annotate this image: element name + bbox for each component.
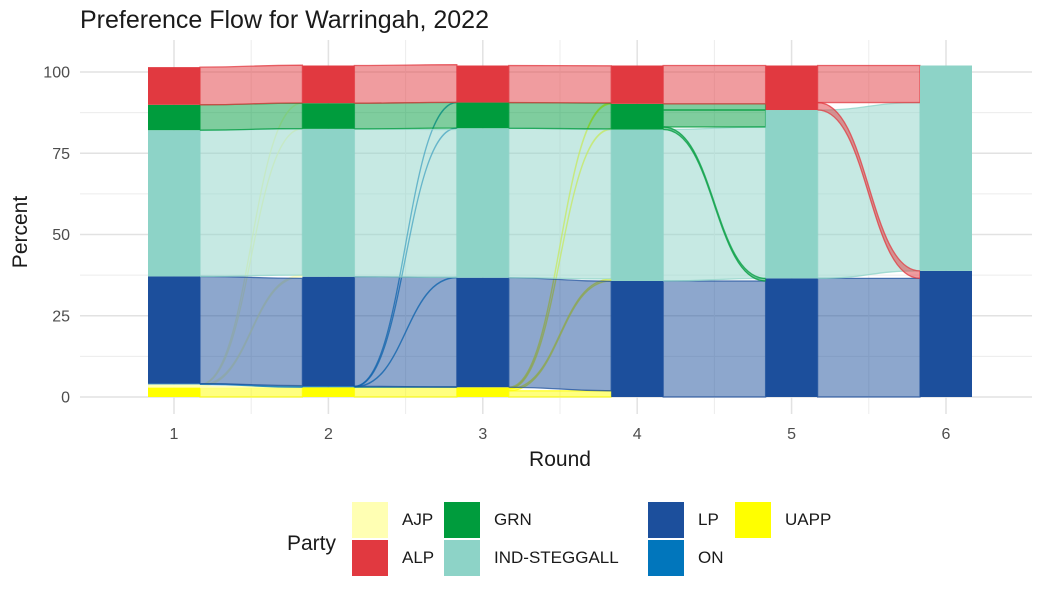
x-tick-label: 4 <box>633 426 642 443</box>
legend-key <box>648 540 684 576</box>
stratum-alp-round-2 <box>302 65 355 104</box>
stratum-ajp-round-1 <box>148 384 200 388</box>
flow-uapp-to-lp <box>508 390 612 398</box>
flow-lp-to-lp <box>662 280 767 398</box>
stratum-on-round-1 <box>148 383 200 385</box>
stratum-grn-round-2 <box>302 103 355 129</box>
stratum-lp-round-3 <box>456 277 509 388</box>
legend-key <box>352 540 388 576</box>
stratum-ind-steggall-round-1 <box>148 130 200 277</box>
stratum-ind-steggall-round-5 <box>765 110 818 279</box>
legend-item-alp: ALP <box>352 540 434 576</box>
legend-item-lp: LP <box>648 502 719 538</box>
flow-lp-to-lp <box>353 276 458 388</box>
legend-key <box>648 502 684 538</box>
flows <box>199 64 921 398</box>
chart-title: Preference Flow for Warringah, 2022 <box>80 6 489 34</box>
flow-lp-to-lp <box>508 277 612 392</box>
x-tick-label: 1 <box>170 426 179 443</box>
flow-grn-to-grn <box>199 102 304 131</box>
stratum-alp-round-4 <box>611 65 664 104</box>
stratum-lp-round-1 <box>148 276 200 384</box>
flow-ind-steggall-to-ind-steggall <box>199 128 304 278</box>
stratum-lp-round-2 <box>302 276 355 387</box>
flow-uapp-to-uapp <box>199 386 304 398</box>
stratum-alp-round-3 <box>456 65 509 103</box>
legend-label: UAPP <box>785 510 832 529</box>
x-tick-label: 3 <box>478 426 487 443</box>
stratum-ind-steggall-round-2 <box>302 128 355 277</box>
strata <box>148 65 972 397</box>
stratum-ind-steggall-round-4 <box>611 129 664 281</box>
y-tick-label: 75 <box>52 146 70 163</box>
legend: Party AJP ALP GRN IND-STEGGALL LP ON UAPP <box>287 502 847 578</box>
x-tick-label: 6 <box>942 426 951 443</box>
y-tick-label: 0 <box>61 390 70 407</box>
x-tick-label: 2 <box>324 426 333 443</box>
legend-label: AJP <box>402 510 434 529</box>
legend-item-ajp: AJP <box>352 502 433 538</box>
flow-lp-to-lp <box>816 277 921 398</box>
stratum-alp-round-5 <box>765 65 818 111</box>
y-axis-title: Percent <box>9 196 32 269</box>
legend-label: ALP <box>402 548 435 567</box>
legend-key <box>352 502 388 538</box>
flow-alp-to-alp <box>662 64 767 105</box>
flow-alp-to-ind-steggall <box>816 64 921 104</box>
legend-label: ON <box>698 548 724 567</box>
legend-item-grn: GRN <box>444 502 532 538</box>
stratum-uapp-round-2 <box>302 387 355 397</box>
stratum-grn-round-3 <box>456 102 509 129</box>
flow-alp-to-alp <box>353 64 458 104</box>
legend-item-on: ON <box>648 540 724 576</box>
x-axis-title: Round <box>529 448 591 471</box>
flow-grn-to-grn <box>353 101 458 130</box>
legend-label: IND-STEGGALL <box>494 548 619 567</box>
stratum-on-round-2 <box>302 386 355 388</box>
legend-key <box>444 502 480 538</box>
stratum-lp-round-6 <box>920 270 972 397</box>
stratum-lp-round-5 <box>765 278 818 397</box>
flow-alp-to-alp <box>199 64 304 106</box>
legend-label: GRN <box>494 510 532 529</box>
flow-alp-to-alp <box>508 64 612 104</box>
flow-lp-to-lp <box>199 275 304 387</box>
flow-ind-steggall-to-ind-steggall <box>508 127 612 280</box>
stratum-alp-round-1 <box>148 67 200 105</box>
stratum-uapp-round-3 <box>456 387 509 397</box>
y-tick-label: 50 <box>52 227 70 244</box>
legend-item-ind-steggall: IND-STEGGALL <box>444 540 619 576</box>
flow-grn-to-grn <box>508 101 612 130</box>
legend-title: Party <box>287 532 337 555</box>
x-tick-label: 5 <box>787 426 796 443</box>
axes: 0 25 50 75 100 1 2 3 4 5 6 Round Percent <box>9 65 951 472</box>
alluvial-chart: 0 25 50 75 100 1 2 3 4 5 6 Round Percent <box>9 40 1032 472</box>
stratum-ind-steggall-round-6 <box>920 65 972 271</box>
y-tick-label: 100 <box>43 65 70 82</box>
stratum-grn-round-4 <box>611 103 664 130</box>
flow-ind-steggall-to-ind-steggall <box>353 128 458 279</box>
stratum-lp-round-4 <box>611 280 664 397</box>
flow-uapp-to-uapp <box>353 386 458 398</box>
flow-grn-to-alp <box>662 103 767 111</box>
legend-label: LP <box>698 510 719 529</box>
stratum-grn-round-1 <box>148 104 200 131</box>
legend-key <box>444 540 480 576</box>
legend-key <box>735 502 771 538</box>
legend-item-uapp: UAPP <box>735 502 831 538</box>
stratum-uapp-round-1 <box>148 387 200 397</box>
flow-grn-to-ind-steggall <box>662 109 767 128</box>
stratum-ind-steggall-round-3 <box>456 128 509 278</box>
y-tick-label: 25 <box>52 308 70 325</box>
